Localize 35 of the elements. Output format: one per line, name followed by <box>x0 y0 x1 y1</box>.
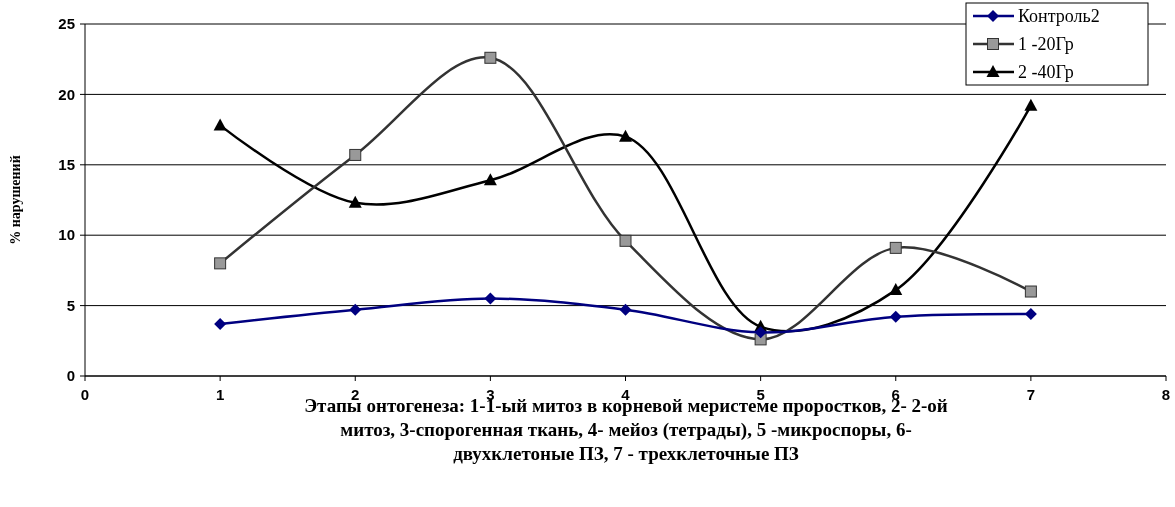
x-tick-label: 5 <box>756 386 765 403</box>
point <box>754 326 767 339</box>
x-tick-label: 7 <box>1026 386 1036 403</box>
point <box>619 303 632 316</box>
point <box>889 310 902 323</box>
point <box>349 148 362 161</box>
y-tick-label: 25 <box>58 15 75 33</box>
y-tick-label: 5 <box>66 296 75 314</box>
point <box>213 118 227 131</box>
point <box>1024 98 1038 111</box>
point <box>484 51 497 64</box>
point <box>484 292 497 305</box>
x-tick-label: 8 <box>1161 386 1171 403</box>
x-tick-label: 4 <box>621 386 631 403</box>
point <box>1024 285 1037 298</box>
point <box>348 195 362 208</box>
y-axis-title: % нарушений <box>8 155 23 245</box>
x-tick-label: 0 <box>80 386 90 403</box>
y-tick-label: 10 <box>58 226 75 244</box>
point <box>889 283 903 296</box>
point <box>889 241 902 254</box>
y-tick-label: 20 <box>58 85 75 103</box>
legend-label: 2 -40Гр <box>1018 62 1074 83</box>
point <box>619 129 632 142</box>
legend-label: 1 -20Гр <box>1018 34 1074 55</box>
x-tick-label: 1 <box>215 386 225 403</box>
point <box>214 257 227 270</box>
y-tick-label: 0 <box>66 367 75 385</box>
y-tick-label: 15 <box>58 156 75 174</box>
point <box>214 317 227 330</box>
x-tick-label: 2 <box>351 386 360 403</box>
point <box>619 234 632 247</box>
legend-label: Контроль2 <box>1018 6 1100 27</box>
point <box>483 173 497 186</box>
point <box>349 303 362 316</box>
